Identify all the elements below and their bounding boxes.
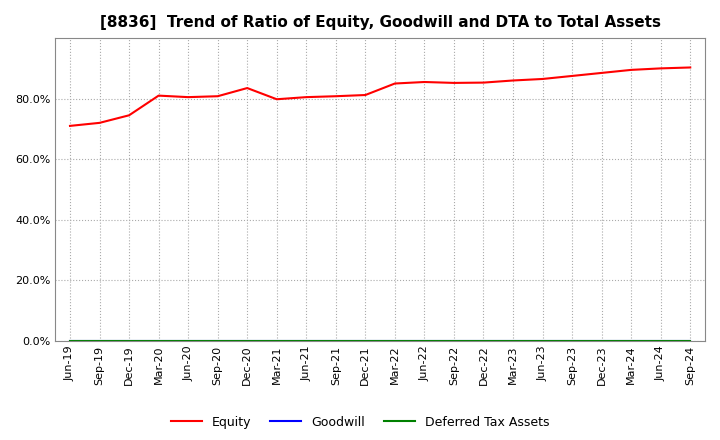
Goodwill	[539, 338, 547, 344]
Equity	[361, 92, 369, 98]
Deferred Tax Assets	[657, 338, 665, 344]
Equity	[272, 97, 281, 102]
Equity	[154, 93, 163, 98]
Goodwill	[480, 338, 488, 344]
Equity	[568, 73, 577, 79]
Goodwill	[449, 338, 458, 344]
Equity	[302, 95, 310, 100]
Equity	[243, 85, 251, 91]
Deferred Tax Assets	[125, 338, 133, 344]
Title: [8836]  Trend of Ratio of Equity, Goodwill and DTA to Total Assets: [8836] Trend of Ratio of Equity, Goodwil…	[99, 15, 661, 30]
Goodwill	[509, 338, 518, 344]
Equity	[125, 113, 133, 118]
Deferred Tax Assets	[361, 338, 369, 344]
Equity	[213, 94, 222, 99]
Deferred Tax Assets	[598, 338, 606, 344]
Deferred Tax Assets	[154, 338, 163, 344]
Goodwill	[331, 338, 340, 344]
Deferred Tax Assets	[509, 338, 518, 344]
Deferred Tax Assets	[184, 338, 192, 344]
Deferred Tax Assets	[627, 338, 636, 344]
Equity	[657, 66, 665, 71]
Goodwill	[95, 338, 104, 344]
Deferred Tax Assets	[331, 338, 340, 344]
Deferred Tax Assets	[243, 338, 251, 344]
Goodwill	[154, 338, 163, 344]
Deferred Tax Assets	[686, 338, 695, 344]
Goodwill	[657, 338, 665, 344]
Deferred Tax Assets	[213, 338, 222, 344]
Legend: Equity, Goodwill, Deferred Tax Assets: Equity, Goodwill, Deferred Tax Assets	[166, 411, 554, 434]
Goodwill	[598, 338, 606, 344]
Deferred Tax Assets	[95, 338, 104, 344]
Goodwill	[66, 338, 74, 344]
Deferred Tax Assets	[568, 338, 577, 344]
Goodwill	[686, 338, 695, 344]
Equity	[420, 79, 428, 84]
Deferred Tax Assets	[66, 338, 74, 344]
Equity	[627, 67, 636, 73]
Goodwill	[243, 338, 251, 344]
Deferred Tax Assets	[539, 338, 547, 344]
Goodwill	[390, 338, 399, 344]
Equity	[331, 94, 340, 99]
Goodwill	[420, 338, 428, 344]
Equity	[539, 76, 547, 81]
Equity	[509, 78, 518, 83]
Goodwill	[184, 338, 192, 344]
Goodwill	[272, 338, 281, 344]
Goodwill	[125, 338, 133, 344]
Equity	[390, 81, 399, 86]
Deferred Tax Assets	[302, 338, 310, 344]
Equity	[66, 123, 74, 128]
Goodwill	[361, 338, 369, 344]
Deferred Tax Assets	[390, 338, 399, 344]
Deferred Tax Assets	[420, 338, 428, 344]
Goodwill	[568, 338, 577, 344]
Deferred Tax Assets	[480, 338, 488, 344]
Equity	[184, 95, 192, 100]
Equity	[95, 120, 104, 125]
Goodwill	[213, 338, 222, 344]
Equity	[598, 70, 606, 76]
Line: Equity: Equity	[70, 67, 690, 126]
Equity	[480, 80, 488, 85]
Equity	[449, 80, 458, 85]
Goodwill	[627, 338, 636, 344]
Equity	[686, 65, 695, 70]
Deferred Tax Assets	[272, 338, 281, 344]
Goodwill	[302, 338, 310, 344]
Deferred Tax Assets	[449, 338, 458, 344]
